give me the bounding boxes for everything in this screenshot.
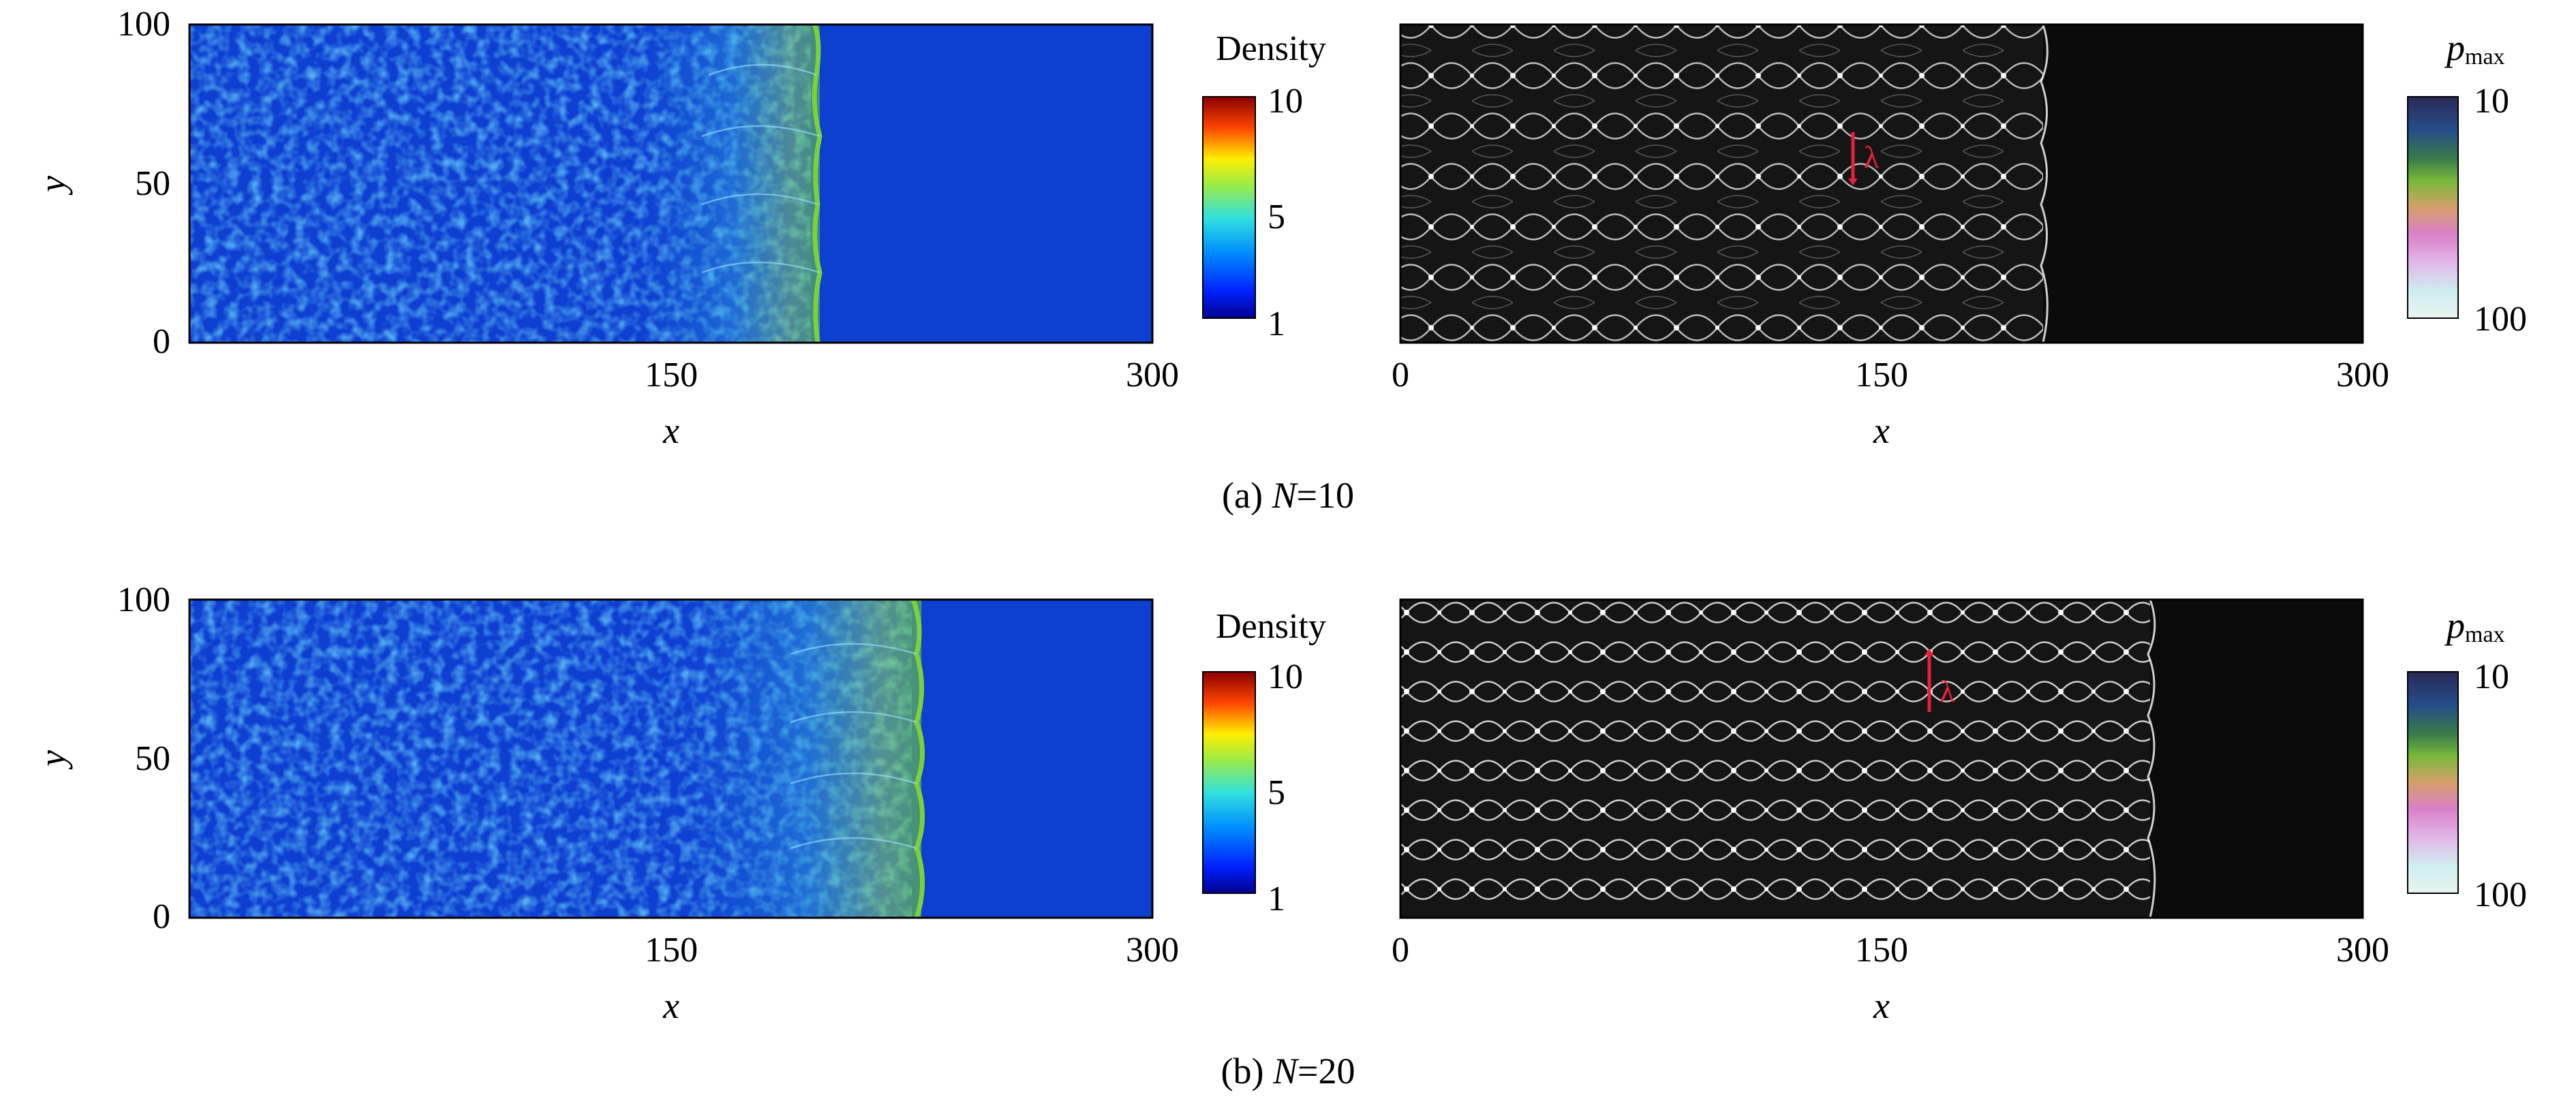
ytick-100-b: 100: [117, 581, 170, 619]
xtick-300-left-a: 300: [1126, 356, 1179, 394]
cellular-front-b: [2147, 599, 2156, 918]
lambda-label-a: λ: [1864, 140, 1880, 174]
cellular-plot-frame-a: [1399, 23, 2364, 344]
y-axis-label-a: y: [32, 176, 73, 196]
pmax-tick-100-a: 100: [2474, 300, 2527, 339]
x-axis-label-right-b: x: [1873, 985, 1890, 1026]
density-colorbar-title-a: Density: [1216, 29, 1326, 68]
ytick-50-b: 50: [135, 739, 170, 778]
x-ticks-left-b: 150 300: [645, 931, 1179, 970]
density-colorbar-bar-b: [1202, 671, 1256, 894]
ytick-100-a: 100: [117, 5, 170, 44]
xtick-300-right-b: 300: [2336, 931, 2389, 970]
xtick-150-left-a: 150: [645, 356, 698, 394]
pmax-colorbar-a: pmax 10 100: [2407, 27, 2527, 339]
pmax-colorbar-bar-a: [2407, 96, 2459, 319]
panel-b: 100 50 0 y 150 300 x Density 10 5 1: [32, 581, 2527, 1092]
density-tick-5-a: 5: [1268, 198, 1285, 236]
ytick-0-a: 0: [153, 322, 170, 361]
density-tick-1-a: 1: [1268, 305, 1285, 343]
density-colorbar-a: Density 10 5 1: [1202, 29, 1326, 343]
pmax-colorbar-bar-b: [2407, 671, 2459, 894]
pmax-colorbar-b: pmax 10 100: [2407, 605, 2527, 914]
pmax-title-a: pmax: [2444, 27, 2505, 69]
cellular-plot-a: λ 0 150 300 x: [1392, 23, 2389, 451]
y-axis-label-b: y: [32, 750, 73, 770]
cell-bulges-a: [701, 63, 821, 274]
xtick-300-right-a: 300: [2336, 356, 2389, 394]
x-axis-label-left-a: x: [662, 410, 679, 451]
panel-a: 100 50 0 y 150 300 x Density 10 5 1: [32, 5, 2527, 516]
xtick-150-right-b: 150: [1855, 931, 1908, 970]
ytick-0-b: 0: [153, 897, 170, 936]
xtick-150-left-b: 150: [645, 931, 698, 970]
detonation-front-b: [910, 598, 925, 919]
density-tick-1-b: 1: [1268, 880, 1285, 918]
caption-b: (b) N=20: [1221, 1051, 1355, 1092]
lambda-marker-b: λ: [1925, 649, 1955, 712]
density-tick-10-a: 10: [1268, 82, 1303, 121]
caption-a: (a) N=10: [1222, 475, 1354, 516]
xtick-0-right-b: 0: [1392, 931, 1409, 970]
density-cells-a: [627, 25, 820, 343]
cell-bulges-b: [790, 643, 917, 850]
x-ticks-left-a: 150 300: [645, 356, 1179, 394]
cellular-plot-b: λ 0 150 300 x: [1392, 598, 2389, 1026]
cellular-pattern-a: [1400, 25, 2043, 343]
density-colorbar-title-b: Density: [1216, 607, 1326, 646]
xtick-150-right-a: 150: [1855, 356, 1908, 394]
x-axis-label-right-a: x: [1873, 410, 1890, 451]
xtick-300-left-b: 300: [1126, 931, 1179, 970]
pmax-tick-10-a: 10: [2474, 82, 2509, 121]
lambda-marker-a: λ: [1848, 132, 1880, 185]
density-plot-b: 100 50 0 y 150 300 x: [32, 581, 1179, 1026]
density-tick-10-b: 10: [1268, 657, 1303, 696]
ytick-50-a: 50: [135, 164, 170, 203]
x-ticks-right-a: 0 150 300: [1392, 356, 2389, 394]
pmax-title-b: pmax: [2444, 605, 2505, 647]
density-tick-5-b: 5: [1268, 773, 1285, 812]
cellular-pattern-b: [1400, 600, 2150, 918]
x-axis-label-left-b: x: [662, 985, 679, 1026]
density-colorbar-b: Density 10 5 1: [1202, 607, 1326, 918]
density-cells-b: [668, 600, 921, 918]
density-plot-frame-a: [188, 23, 1154, 344]
pmax-tick-100-b: 100: [2474, 876, 2527, 914]
lambda-label-b: λ: [1939, 674, 1955, 709]
pmax-tick-10-b: 10: [2474, 657, 2509, 696]
y-ticks-b: 100 50 0: [117, 581, 170, 936]
xtick-0-right-a: 0: [1392, 356, 1409, 394]
density-plot-frame-b: [188, 598, 1154, 919]
x-ticks-right-b: 0 150 300: [1392, 931, 2389, 970]
cellular-plot-frame-b: [1399, 598, 2364, 919]
cellular-front-a: [2040, 24, 2049, 343]
y-ticks-a: 100 50 0: [117, 5, 170, 361]
density-colorbar-bar-a: [1202, 96, 1256, 319]
density-plot-a: 100 50 0 y 150 300 x: [32, 5, 1179, 451]
